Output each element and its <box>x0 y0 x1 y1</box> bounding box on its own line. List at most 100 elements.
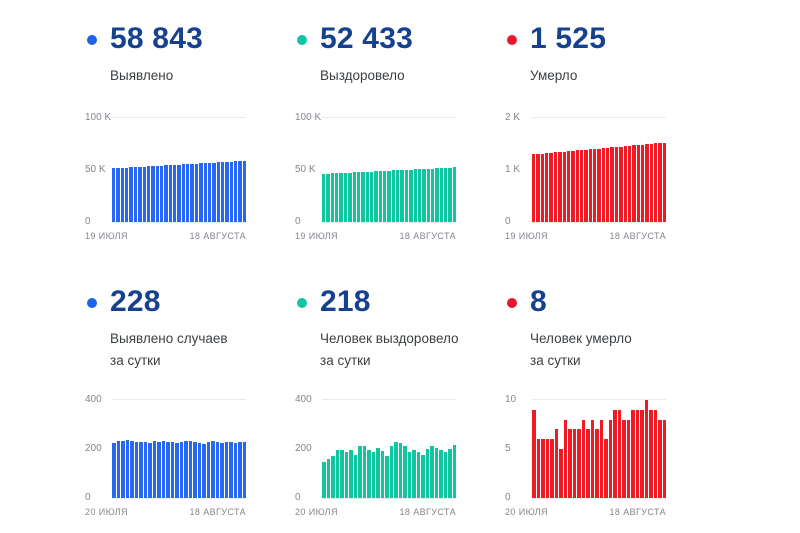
confirmed-total-bars[interactable] <box>112 118 247 222</box>
bar[interactable] <box>606 147 610 222</box>
bar[interactable] <box>541 439 545 498</box>
bar[interactable] <box>662 142 667 222</box>
bar[interactable] <box>352 172 356 222</box>
bar[interactable] <box>403 446 407 498</box>
bar[interactable] <box>422 168 426 222</box>
bar[interactable] <box>343 172 348 222</box>
bar[interactable] <box>376 447 380 498</box>
bar[interactable] <box>331 455 335 498</box>
bar[interactable] <box>597 148 601 222</box>
bar[interactable] <box>143 442 147 498</box>
bar[interactable] <box>631 409 635 498</box>
bar[interactable] <box>340 450 344 498</box>
bar[interactable] <box>179 441 183 498</box>
bar[interactable] <box>134 441 138 498</box>
bar[interactable] <box>400 170 404 222</box>
bar[interactable] <box>545 439 549 498</box>
bar[interactable] <box>365 171 369 222</box>
bar[interactable] <box>120 167 125 222</box>
bar[interactable] <box>242 442 246 498</box>
bar[interactable] <box>181 164 186 222</box>
bar[interactable] <box>430 445 434 498</box>
bar[interactable] <box>344 452 348 498</box>
bar[interactable] <box>604 439 608 498</box>
bar[interactable] <box>197 443 201 498</box>
bar[interactable] <box>161 441 165 498</box>
bar[interactable] <box>579 150 584 222</box>
bar[interactable] <box>202 443 206 498</box>
bar[interactable] <box>396 170 400 222</box>
bar[interactable] <box>233 443 237 498</box>
bar[interactable] <box>426 168 430 222</box>
bar[interactable] <box>448 167 452 222</box>
bar[interactable] <box>130 441 134 498</box>
bar[interactable] <box>413 169 417 222</box>
recovered-daily-bars[interactable] <box>322 400 456 498</box>
bar[interactable] <box>238 161 242 222</box>
bar[interactable] <box>640 409 644 498</box>
bar[interactable] <box>452 444 456 498</box>
bar[interactable] <box>349 449 353 498</box>
bar[interactable] <box>112 168 116 222</box>
bar[interactable] <box>378 171 383 222</box>
bar[interactable] <box>212 162 216 222</box>
bar[interactable] <box>383 170 387 222</box>
bar[interactable] <box>371 452 375 498</box>
bar[interactable] <box>391 170 396 222</box>
bar[interactable] <box>653 409 657 498</box>
bar[interactable] <box>152 441 156 498</box>
bar[interactable] <box>435 168 439 222</box>
bar[interactable] <box>216 162 220 222</box>
bar[interactable] <box>617 409 621 498</box>
bar[interactable] <box>398 443 402 498</box>
bar[interactable] <box>577 429 581 498</box>
bar[interactable] <box>586 429 590 498</box>
bar[interactable] <box>184 441 188 498</box>
bar[interactable] <box>558 151 562 222</box>
bar[interactable] <box>571 150 575 222</box>
bar[interactable] <box>133 167 138 222</box>
bar[interactable] <box>229 441 233 498</box>
bar[interactable] <box>443 452 447 498</box>
bar[interactable] <box>553 152 558 222</box>
confirmed-daily-bars[interactable] <box>112 400 246 498</box>
bar[interactable] <box>159 165 164 222</box>
bar[interactable] <box>545 153 549 222</box>
deaths-daily-bars[interactable] <box>532 400 666 498</box>
bar[interactable] <box>164 165 168 222</box>
bar[interactable] <box>348 172 352 222</box>
bar[interactable] <box>588 149 593 222</box>
bar[interactable] <box>613 409 617 498</box>
bar[interactable] <box>335 173 339 222</box>
bar[interactable] <box>220 443 224 498</box>
bar[interactable] <box>448 448 452 498</box>
bar[interactable] <box>439 168 444 222</box>
bar[interactable] <box>186 164 190 222</box>
bar[interactable] <box>566 151 571 222</box>
bar[interactable] <box>339 173 343 222</box>
bar[interactable] <box>238 442 242 498</box>
bar[interactable] <box>385 456 389 498</box>
bar[interactable] <box>662 419 666 498</box>
bar[interactable] <box>116 168 120 222</box>
bar[interactable] <box>112 442 116 498</box>
bar[interactable] <box>562 151 566 222</box>
bar[interactable] <box>146 166 151 222</box>
bar[interactable] <box>608 419 612 498</box>
bar[interactable] <box>225 161 229 222</box>
bar[interactable] <box>358 446 362 498</box>
bar[interactable] <box>356 172 361 222</box>
bar[interactable] <box>220 162 225 222</box>
bar[interactable] <box>581 419 585 498</box>
bar[interactable] <box>394 441 398 498</box>
bar[interactable] <box>417 169 422 222</box>
bar[interactable] <box>326 173 330 222</box>
bar[interactable] <box>125 167 129 222</box>
bar[interactable] <box>425 448 429 498</box>
bar[interactable] <box>549 152 553 222</box>
deaths-total-bars[interactable] <box>532 118 667 222</box>
bar[interactable] <box>407 452 411 498</box>
bar[interactable] <box>532 409 536 498</box>
bar[interactable] <box>550 439 554 498</box>
bar[interactable] <box>142 166 146 222</box>
